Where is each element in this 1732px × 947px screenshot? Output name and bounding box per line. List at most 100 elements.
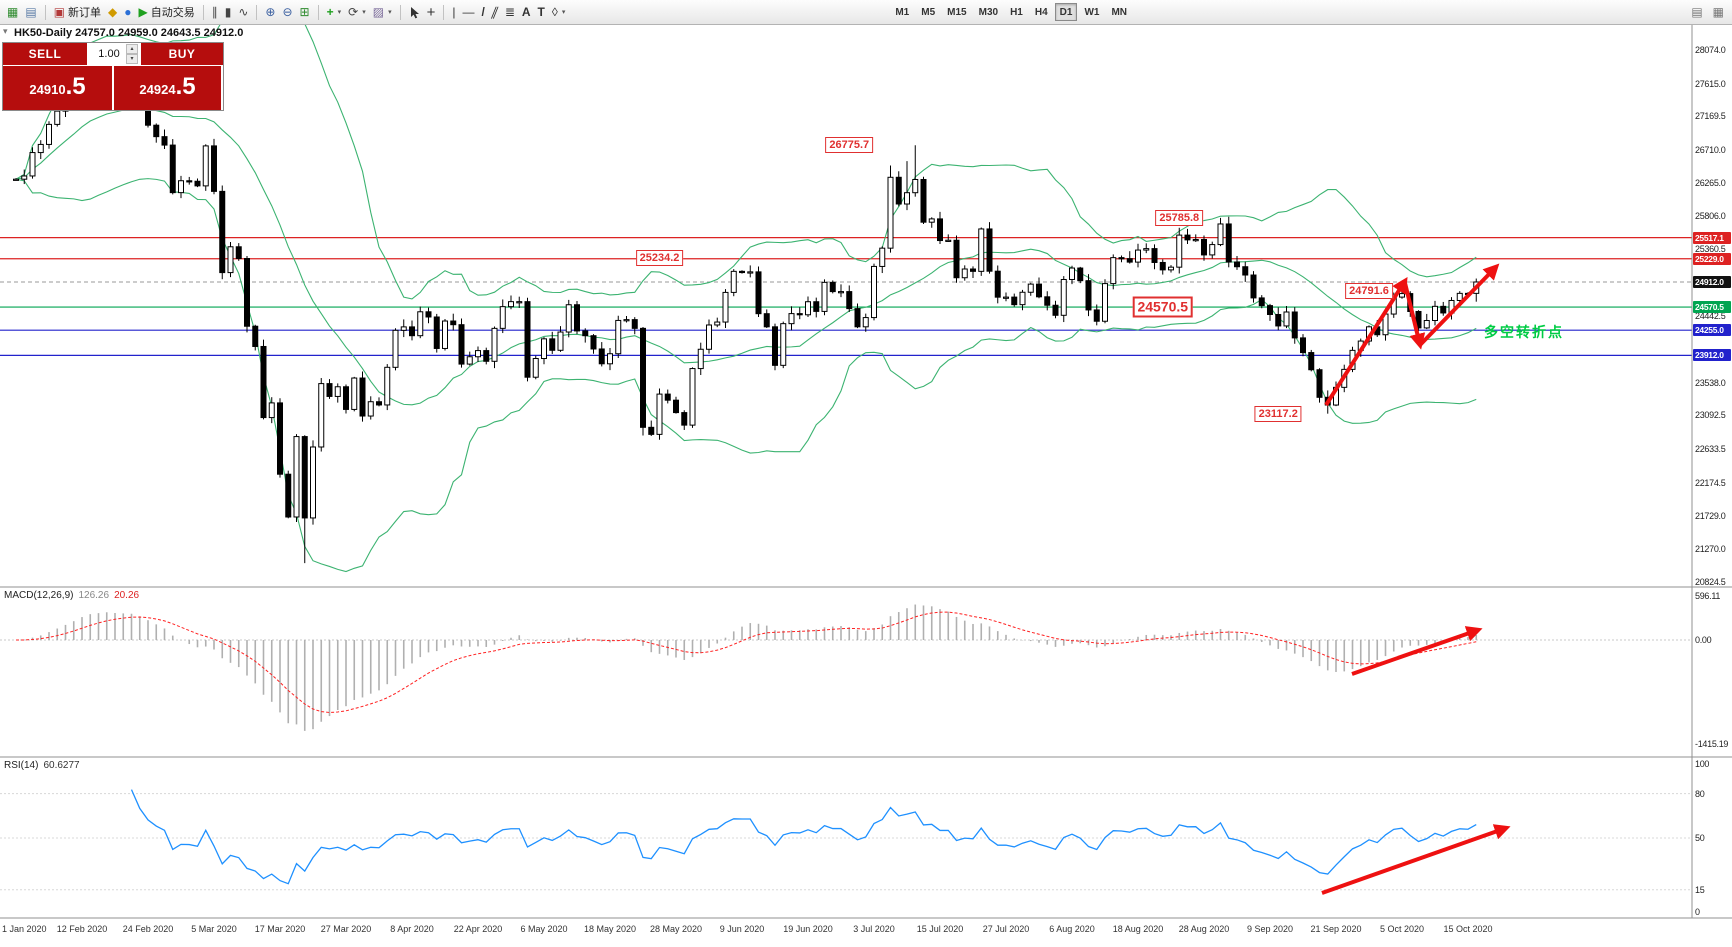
chart-ohlc-readout: HK50-Daily 24757.0 24959.0 24643.5 24912… [14,27,244,39]
text-tool-icon: A [521,5,531,19]
shapes-icon: ◊ [551,5,558,19]
zoom-out-button[interactable]: ⊖ [279,2,295,22]
shapes-button[interactable]: ◊ ▾ [549,2,568,22]
cursor-button[interactable] [406,2,423,22]
sell-price-fraction: .5 [65,73,86,100]
one-click-collapse-icon[interactable]: ▾ [3,26,8,36]
timeframe-m30[interactable]: M30 [974,3,1003,21]
macd-signal-line [15,611,1477,713]
price-divider [112,66,114,110]
bollinger-middle [15,107,1477,406]
buy-price[interactable]: 24924.5 [114,66,221,110]
one-click-trading-panel: SELL ▴ ▾ BUY 24910.5 24924.5 [2,42,224,111]
zoom-in-button[interactable]: ⊕ [262,2,278,22]
timeframe-w1[interactable]: W1 [1079,3,1104,21]
date-label: 15 Oct 2020 [1443,924,1493,934]
market-watch-button[interactable]: ● [121,2,134,22]
trend-arrow [1403,282,1426,350]
vertical-line-icon: | [452,5,456,19]
macd-signal-value: 20.26 [114,590,140,601]
cursor-icon [410,6,419,18]
sell-price[interactable]: 24910.5 [3,66,112,110]
date-label: 17 Mar 2020 [254,924,306,934]
trend-arrow [1324,276,1408,407]
date-label: 19 Jun 2020 [783,924,833,934]
buy-button[interactable]: BUY [141,43,223,65]
turning-point-annotation: 多空转折点 [1484,324,1564,340]
crosshair-button[interactable]: + [424,2,439,22]
volume-up-button[interactable]: ▴ [126,44,138,54]
macd-label: MACD(12,26,9) [4,590,74,601]
candle-chart-button[interactable]: ▮ [222,2,235,22]
rsi-line [130,789,1477,885]
timeframe-mn[interactable]: MN [1106,3,1132,21]
chevron-down-icon: ▾ [561,9,566,16]
horizontal-line-button[interactable]: — [459,2,477,22]
volume-input[interactable] [91,47,127,61]
metaeditor-icon: ◆ [108,5,118,19]
fibonacci-button[interactable]: ≣ [502,2,518,22]
buy-price-fraction: .5 [175,73,196,100]
periods-button[interactable]: ⟳ ▾ [345,2,369,22]
chevron-down-icon: ▾ [388,9,392,16]
new-window-button[interactable]: ▦ [1710,2,1727,22]
toolbar-separator [202,4,204,20]
new-chart-icon: ▦ [7,5,19,19]
timeframe-m1[interactable]: M1 [890,3,914,21]
timeframe-m5[interactable]: M5 [916,3,940,21]
date-label: 9 Sep 2020 [1246,924,1294,934]
date-label: 18 May 2020 [583,924,637,934]
trend-arrow [1418,263,1500,347]
bollinger-lower [15,178,1477,573]
toolbar-separator [256,4,258,20]
market-watch-icon: ● [124,5,132,19]
text-tool-button[interactable]: A [519,2,534,22]
volume-down-button[interactable]: ▾ [126,54,138,64]
date-label: 5 Mar 2020 [191,924,237,934]
indicators-button[interactable]: + ▾ [324,2,345,22]
timeframe-h4[interactable]: H4 [1030,3,1053,21]
overlay-drawings [0,25,1732,919]
profiles-button[interactable]: ▤ [22,2,39,22]
autotrading-button[interactable]: ▶ 自动交易 [136,2,198,22]
toolbar: ▦ ▤ ▣ 新订单 ◆ ● ▶ 自动交易 ∥ ▮ ∿ ⊕ ⊖ ⊞ + ▾ ⟳ ▾ ▨… [0,0,1732,25]
date-label: 28 Aug 2020 [1178,924,1230,934]
trendline-button[interactable]: / [478,2,487,22]
macd-header: MACD(12,26,9) 126.26 20.26 [4,590,139,601]
toolbar-right-group: ▤ ▦ [1688,2,1727,22]
vertical-line-button[interactable]: | [449,2,458,22]
toolbar-separator [443,4,445,20]
chart-window-button[interactable]: ▤ [1688,2,1705,22]
metaeditor-button[interactable]: ◆ [105,2,120,22]
autotrading-icon: ▶ [138,5,148,19]
macd-main-value: 126.26 [78,590,110,601]
new-chart-button[interactable]: ▦ [4,2,21,22]
time-axis: 1 Jan 2020 12 Feb 2020 24 Feb 2020 5 Mar 20… [0,920,1732,946]
volume-box: ▴ ▾ [88,43,140,65]
templates-button[interactable]: ▨ ▾ [370,2,395,22]
main-price-panel [0,25,1692,573]
chevron-down-icon: ▾ [362,9,366,16]
macd-panel [0,604,1692,731]
tile-windows-button[interactable]: ⊞ [297,2,313,22]
line-chart-button[interactable]: ∿ [235,2,251,22]
date-label: 1 Jan 2020 [2,924,47,934]
toolbar-separator [44,4,46,20]
periods-icon: ⟳ [348,5,359,19]
date-label: 28 May 2020 [649,924,703,934]
rsi-header: RSI(14) 60.6277 [4,760,80,771]
bar-chart-button[interactable]: ∥ [209,2,221,22]
channel-button[interactable]: ∥ [489,2,501,22]
sell-button[interactable]: SELL [3,43,87,65]
autotrading-label: 自动交易 [150,7,195,19]
new-order-button[interactable]: ▣ 新订单 [51,2,104,22]
timeframe-m15[interactable]: M15 [942,3,971,21]
date-label: 12 Feb 2020 [56,924,108,934]
profiles-icon: ▤ [25,5,37,19]
timeframe-d1[interactable]: D1 [1054,3,1078,21]
timeframe-h1[interactable]: H1 [1005,3,1028,21]
label-tool-button[interactable]: T [535,2,548,22]
rsi-label: RSI(14) [4,760,39,771]
label-tool-icon: T [537,5,545,19]
